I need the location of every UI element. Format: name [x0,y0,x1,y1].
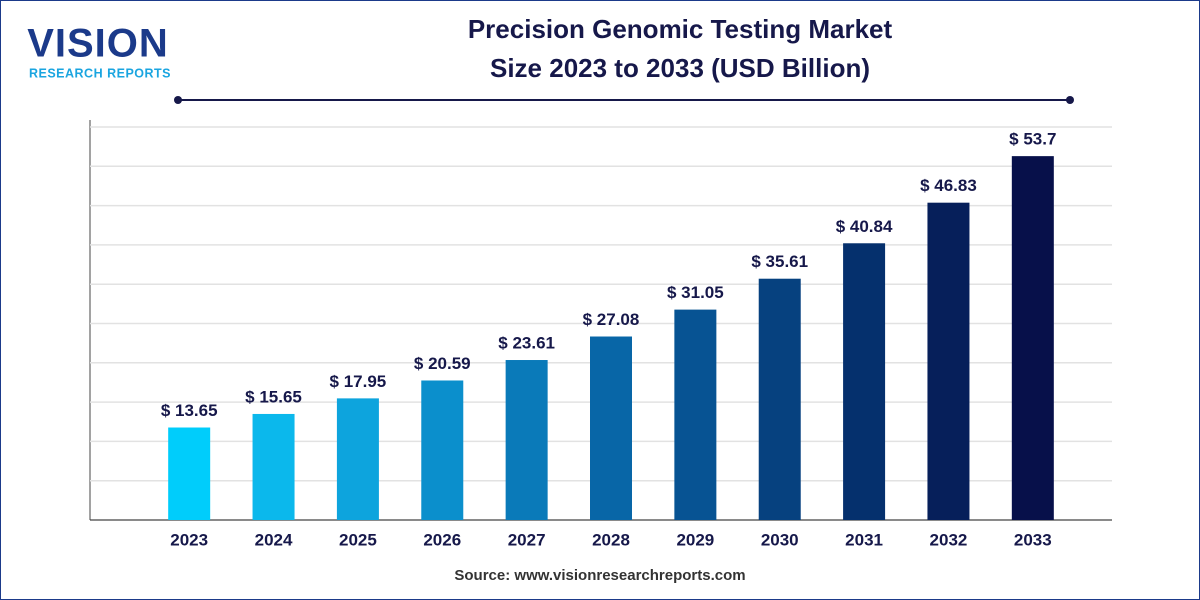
brand: VISION [27,22,169,66]
x-tick-label: 2030 [761,530,799,549]
x-tick-label: 2023 [170,530,208,549]
rule-dot [1066,96,1074,104]
bar [168,427,211,520]
bar [421,380,464,520]
chart-title: Precision Genomic Testing Market [468,14,893,44]
x-tick-label: 2024 [255,530,293,549]
brand-sub: RESEARCH REPORTS [29,66,171,80]
x-tick-label: 2031 [845,530,883,549]
value-label: $ 40.84 [836,217,893,236]
value-label: $ 46.83 [920,176,977,195]
x-tick-label: 2027 [508,530,546,549]
value-label: $ 20.59 [414,354,471,373]
x-tick-label: 2032 [930,530,968,549]
value-label: $ 53.7 [1009,130,1056,149]
source: Source: www.visionresearchreports.com [454,567,745,584]
chart-title: Size 2023 to 2033 (USD Billion) [490,53,870,83]
bar [674,309,717,520]
rule-dot [174,96,182,104]
bar [505,360,548,520]
bar [843,243,886,520]
x-tick-label: 2026 [423,530,461,549]
value-label: $ 17.95 [330,372,387,391]
value-label: $ 23.61 [498,334,555,353]
value-label: $ 15.65 [245,387,302,406]
bar [758,278,801,520]
bar [1011,156,1054,520]
value-label: $ 35.61 [751,252,808,271]
bar [336,398,379,520]
value-label: $ 27.08 [583,310,640,329]
x-tick-label: 2028 [592,530,630,549]
value-label: $ 31.05 [667,283,724,302]
bar [927,202,970,520]
x-tick-label: 2029 [676,530,714,549]
value-label: $ 13.65 [161,401,218,420]
x-tick-label: 2033 [1014,530,1052,549]
bar [590,336,632,520]
x-tick-label: 2025 [339,530,377,549]
bar [252,413,295,520]
